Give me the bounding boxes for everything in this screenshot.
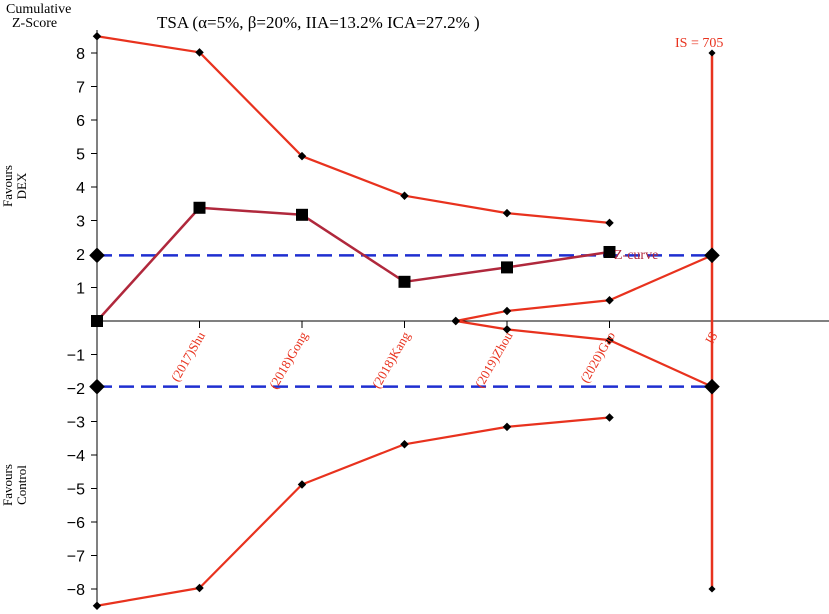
y-tick-label: 5	[76, 147, 85, 164]
y-tick-label: 3	[76, 214, 85, 231]
is-boundary-point	[704, 378, 720, 395]
chart-title: TSA (α=5%, β=20%, IIA=13.2% ICA=27.2% )	[157, 13, 480, 32]
z-curve-line	[96, 206, 610, 322]
boundary-point	[400, 440, 409, 449]
z-curve-point	[91, 315, 103, 327]
boundary-point	[400, 191, 409, 200]
y-tick-label: −4	[67, 448, 85, 465]
x-category-label: (2017)Shu	[168, 329, 209, 384]
favours-dex-label-line2: DEX	[14, 172, 29, 199]
y-tick-label: 1	[76, 281, 85, 298]
boundary-point	[502, 422, 512, 432]
boundary-point	[605, 413, 614, 422]
boundary-point	[502, 208, 512, 218]
boundary-point	[297, 480, 307, 489]
y-tick-label: −7	[67, 549, 85, 566]
boundary-point	[605, 335, 614, 345]
y-tick-label: −1	[67, 348, 85, 365]
boundary-point	[605, 218, 614, 228]
x-category-label: IS	[702, 329, 721, 347]
z-curve-point	[501, 261, 513, 274]
is-endpoint-marker	[708, 585, 716, 593]
y-tick-label: −5	[67, 482, 85, 499]
y-tick-label: 4	[76, 180, 85, 197]
x-category-label: (2018)Kang	[369, 329, 414, 391]
boundary-point	[502, 306, 512, 316]
z-curve-point	[398, 275, 411, 288]
y-tick-label: 2	[76, 247, 85, 264]
favours-control-label-line2: Control	[14, 465, 29, 505]
tick-labels-layer: 8 7 6 5 4 3 2 1 −1 −2 −3 −4 −5 −6 −7 −8 (2017)Shu (2018)G…	[67, 46, 721, 599]
y-tick-label: −6	[67, 515, 85, 532]
y-tick-label: 7	[76, 80, 85, 97]
boundary-point	[605, 295, 614, 305]
boundary-point	[502, 325, 512, 334]
y-axis-label-line2: Z-Score	[12, 16, 57, 31]
is-label: IS = 705	[675, 36, 723, 51]
x-category-label: (2019)Zhou	[472, 329, 516, 391]
y-axis-label-line1: Cumulative	[6, 2, 71, 17]
boundary-line-4	[455, 319, 713, 388]
z-curve-point	[296, 208, 308, 221]
favours-control-label-line1: Favours	[0, 464, 15, 506]
boundary-point	[451, 316, 460, 326]
z-curve-label: Z-curve	[614, 248, 658, 263]
z-curve-point	[603, 245, 616, 258]
is-boundary-point	[704, 247, 720, 264]
boundary-line-2	[96, 416, 610, 607]
text-layer: Cumulative Z-Score TSA (α=5%, β=20%, IIA…	[0, 2, 723, 506]
significance-axis-point	[89, 247, 105, 264]
is-endpoint-marker	[708, 49, 716, 57]
favours-dex-label-line1: Favours	[0, 165, 15, 207]
boundary-point	[297, 151, 307, 161]
y-tick-label: −3	[67, 415, 85, 432]
boundary-line-3	[455, 254, 713, 323]
series-layer	[89, 32, 720, 610]
boundary-line-1	[96, 35, 610, 224]
axes-layer	[91, 30, 829, 608]
y-tick-label: 6	[76, 113, 85, 130]
y-tick-label: 8	[76, 46, 85, 63]
y-tick-label: −2	[67, 381, 85, 398]
z-curve-point	[193, 201, 206, 214]
significance-axis-point	[89, 378, 105, 395]
y-tick-label: −8	[67, 582, 85, 599]
boundary-point	[92, 601, 102, 610]
boundary-point	[92, 32, 102, 41]
boundary-point	[195, 48, 204, 57]
x-category-label: (2018)Gong	[266, 329, 311, 392]
